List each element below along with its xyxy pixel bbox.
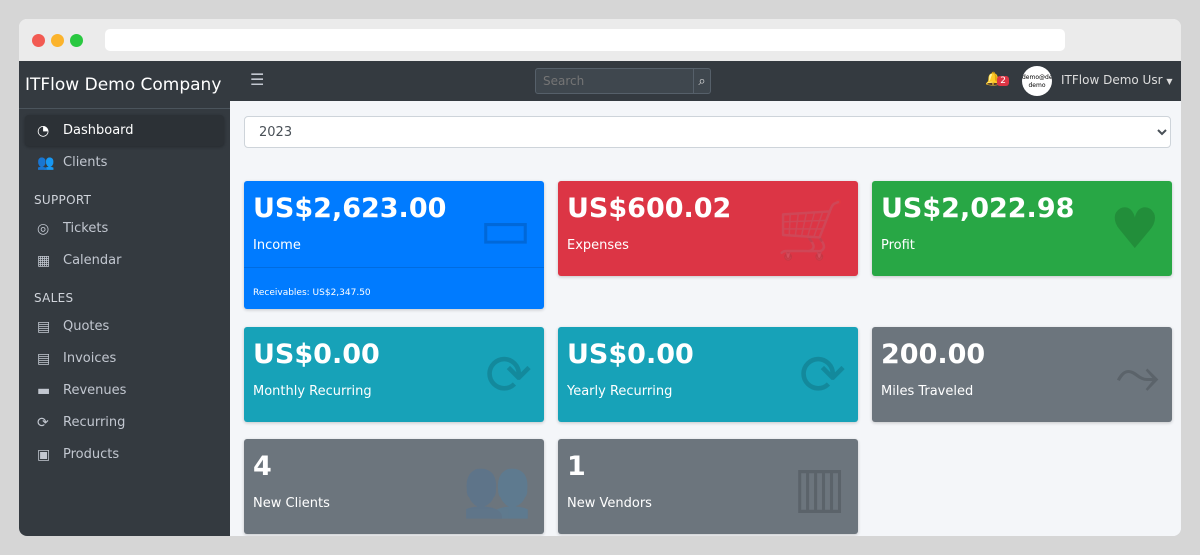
tachometer-icon: ◔: [37, 122, 50, 139]
stat-card-profit[interactable]: US$2,022.98 Profit ♥: [872, 181, 1172, 276]
sidebar-item-tickets[interactable]: ◎ Tickets: [25, 213, 224, 244]
quote-file-icon: ▤: [37, 318, 51, 335]
main-content: 2023 US$2,623.00 Income ▭ Receivables: US$2…: [230, 101, 1181, 536]
stat-label: Profit: [881, 238, 915, 253]
stat-card-yearly-recurring[interactable]: US$0.00 Yearly Recurring ⟳: [558, 327, 858, 422]
stat-card-expenses[interactable]: US$600.02 Expenses 🛒: [558, 181, 858, 276]
credit-card-icon: ▬: [37, 382, 51, 399]
brand[interactable]: ITFlow Demo Company: [19, 61, 230, 109]
stat-value: 4: [253, 451, 272, 482]
label: Recurring: [63, 415, 126, 430]
stat-value: US$0.00: [253, 339, 380, 370]
hamburger-menu-icon[interactable]: ☰: [250, 70, 265, 89]
stat-label: Income: [253, 238, 301, 253]
label: Revenues: [63, 383, 127, 398]
stat-card-new-vendors[interactable]: 1 New Vendors ▥: [558, 439, 858, 534]
route-icon: ⤳: [1115, 343, 1160, 408]
building-icon: ▥: [793, 455, 846, 520]
topbar: ☰ ⌕ 🔔2 demo@demo demo ITFlow Demo Usr ▼: [230, 61, 1181, 101]
sidebar-item-dashboard[interactable]: ◔ Dashboard: [25, 115, 224, 146]
receivables-footer: Receivables: US$2,347.50: [244, 267, 544, 298]
stat-value: US$2,623.00: [253, 193, 447, 224]
user-name: ITFlow Demo Usr: [1061, 73, 1163, 87]
stat-value: US$2,022.98: [881, 193, 1075, 224]
sidebar-item-revenues[interactable]: ▬ Revenues: [25, 375, 224, 406]
bell-icon: 🔔: [985, 72, 1002, 87]
label: Invoices: [63, 351, 117, 366]
stat-card-new-clients[interactable]: 4 New Clients 👥: [244, 439, 544, 534]
users-icon: 👥: [37, 154, 55, 171]
label: Products: [63, 447, 120, 462]
sync-icon: ⟳: [485, 343, 532, 408]
box-icon: ▣: [37, 446, 51, 463]
minimize-dot[interactable]: [51, 34, 64, 47]
sidebar-item-quotes[interactable]: ▤ Quotes: [25, 311, 224, 342]
browser-titlebar: [19, 19, 1181, 61]
stat-label: Miles Traveled: [881, 384, 974, 399]
search-icon: ⌕: [698, 73, 706, 89]
sidebar-item-invoices[interactable]: ▤ Invoices: [25, 343, 224, 374]
label: Tickets: [63, 221, 109, 236]
address-bar[interactable]: [105, 29, 1065, 51]
user-menu[interactable]: ITFlow Demo Usr ▼: [1061, 73, 1173, 87]
stat-value: US$600.02: [567, 193, 732, 224]
heart-icon: ♥: [1109, 197, 1160, 262]
shopping-cart-icon: 🛒: [776, 198, 846, 263]
sidebar-item-products[interactable]: ▣ Products: [25, 439, 224, 470]
caret-down-icon: ▼: [1166, 77, 1173, 86]
stat-card-income[interactable]: US$2,623.00 Income ▭ Receivables: US$2,347.…: [244, 181, 544, 309]
sidebar: ITFlow Demo Company ◔ Dashboard 👥 Clients …: [19, 61, 230, 536]
search-input[interactable]: [536, 69, 693, 93]
sidebar-item-recurring[interactable]: ⟳ Recurring: [25, 407, 224, 438]
stat-label: Expenses: [567, 238, 629, 253]
stat-value: 200.00: [881, 339, 986, 370]
maximize-dot[interactable]: [70, 34, 83, 47]
search-button[interactable]: ⌕: [693, 69, 710, 93]
section-header-support: SUPPORT: [34, 193, 92, 207]
sync-icon: ⟳: [37, 414, 49, 431]
stat-card-miles-traveled[interactable]: 200.00 Miles Traveled ⤳: [872, 327, 1172, 422]
label: Calendar: [63, 253, 122, 268]
label: Quotes: [63, 319, 110, 334]
notification-badge: 2: [997, 76, 1009, 86]
stat-value: 1: [567, 451, 586, 482]
sidebar-item-calendar[interactable]: ▦ Calendar: [25, 245, 224, 276]
life-ring-icon: ◎: [37, 220, 50, 237]
users-icon: 👥: [462, 456, 532, 521]
notifications-button[interactable]: 🔔2: [985, 72, 1009, 87]
sync-icon: ⟳: [799, 343, 846, 408]
stat-value: US$0.00: [567, 339, 694, 370]
stat-card-monthly-recurring[interactable]: US$0.00 Monthly Recurring ⟳: [244, 327, 544, 422]
stat-label: Yearly Recurring: [567, 384, 673, 399]
browser-window: ITFlow Demo Company ◔ Dashboard 👥 Clients …: [19, 19, 1181, 536]
credit-card-icon: ▭: [479, 197, 532, 262]
close-dot[interactable]: [32, 34, 45, 47]
stat-label: Monthly Recurring: [253, 384, 372, 399]
year-select[interactable]: 2023: [244, 116, 1171, 148]
stat-label: New Vendors: [567, 496, 652, 511]
avatar[interactable]: demo@demo demo: [1022, 66, 1052, 96]
invoice-file-icon: ▤: [37, 350, 51, 367]
section-header-sales: SALES: [34, 291, 74, 305]
label: Clients: [63, 155, 108, 170]
search-box: ⌕: [535, 68, 711, 94]
stat-label: New Clients: [253, 496, 330, 511]
sidebar-item-clients[interactable]: 👥 Clients: [25, 147, 224, 178]
label: Dashboard: [63, 123, 134, 138]
calendar-icon: ▦: [37, 252, 51, 269]
